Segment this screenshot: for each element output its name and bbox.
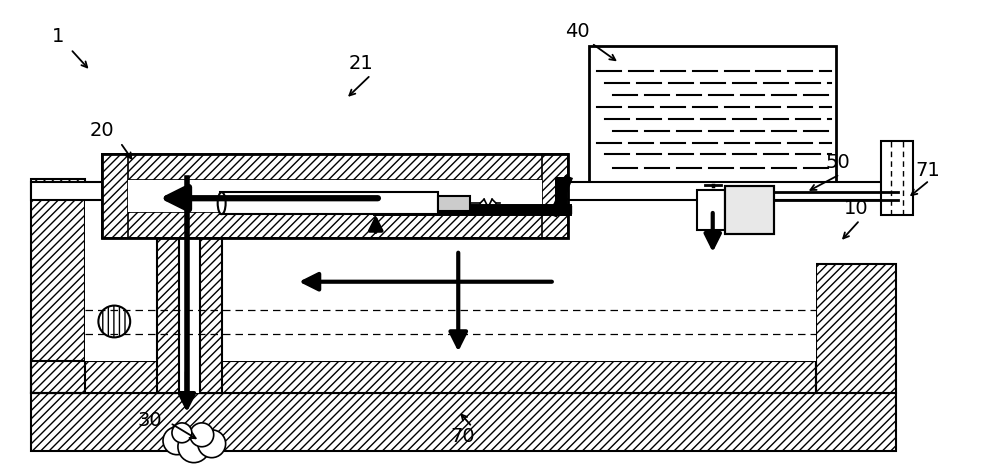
Text: 40: 40 (565, 22, 590, 41)
Bar (881, 141, 913, 215)
Bar (725, 186, 774, 234)
Bar (816, 264, 896, 393)
Text: 71: 71 (915, 161, 940, 180)
Bar (31, 361, 816, 393)
Bar (102, 155, 568, 238)
Bar (31, 393, 896, 451)
Text: 70: 70 (450, 427, 475, 446)
Bar (816, 264, 896, 393)
Bar (31, 361, 816, 393)
Ellipse shape (218, 192, 226, 214)
Bar (589, 46, 836, 185)
Bar (200, 180, 222, 393)
Bar (31, 180, 85, 393)
Bar (157, 180, 179, 393)
Circle shape (163, 427, 191, 454)
Bar (102, 155, 568, 180)
Bar (102, 212, 568, 238)
Text: 30: 30 (138, 411, 162, 431)
Text: 10: 10 (844, 199, 868, 218)
Bar (85, 200, 816, 361)
Bar (98, 306, 130, 337)
Bar (200, 180, 222, 393)
Bar (438, 196, 470, 211)
Circle shape (172, 423, 192, 443)
Bar (179, 180, 200, 393)
Bar (555, 177, 567, 212)
Circle shape (178, 431, 210, 462)
Bar (542, 155, 568, 238)
Bar (31, 393, 896, 451)
Bar (697, 190, 725, 230)
Bar (128, 180, 542, 212)
Bar (725, 186, 774, 234)
Bar (31, 180, 85, 393)
Bar (31, 182, 896, 200)
Circle shape (190, 423, 214, 447)
Bar (220, 192, 438, 214)
Bar (102, 155, 128, 238)
Bar (157, 180, 179, 393)
Text: 50: 50 (826, 153, 850, 172)
Text: 1: 1 (51, 27, 64, 46)
Text: 20: 20 (90, 121, 115, 140)
Circle shape (198, 430, 226, 458)
Text: 21: 21 (348, 54, 373, 72)
